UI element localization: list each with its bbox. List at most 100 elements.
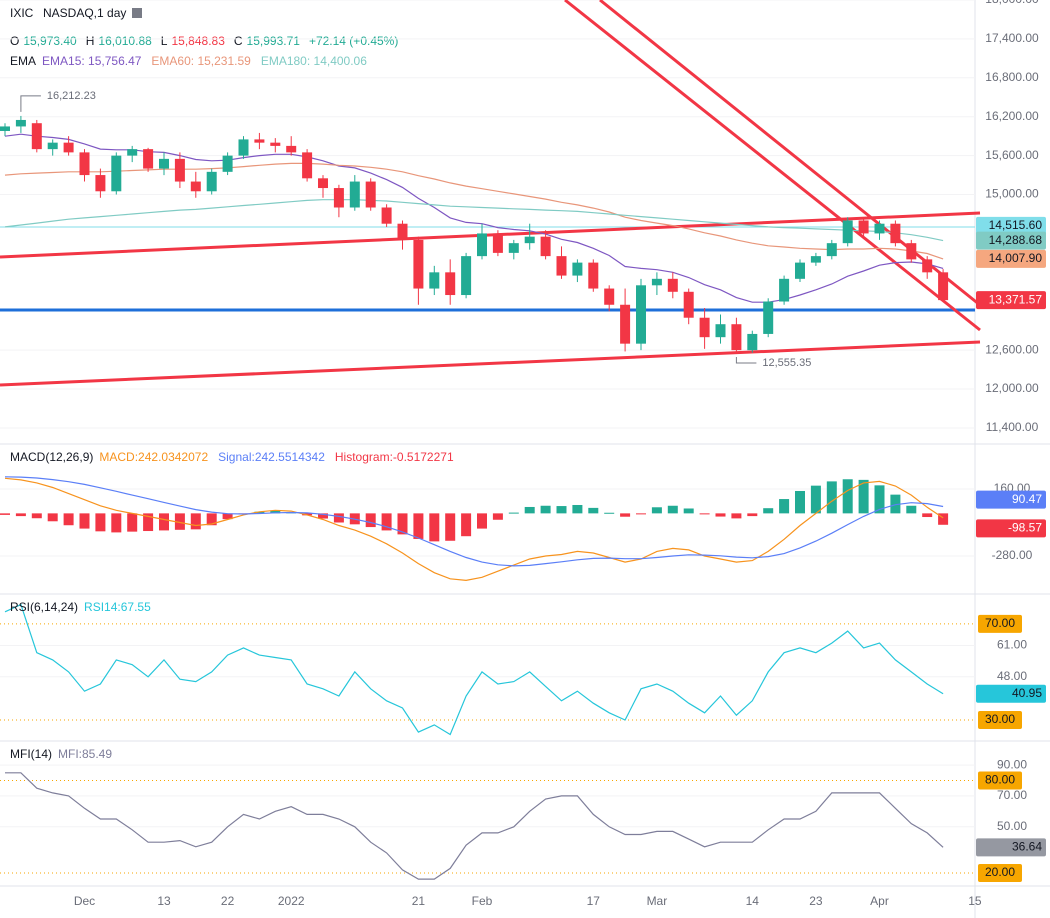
legend-title: EMA (10, 54, 36, 68)
candle-body (683, 291, 694, 318)
legend-title: RSI(6,14,24) (10, 600, 78, 614)
y-tick-label: 12,000.00 (985, 381, 1039, 395)
candle-body (413, 239, 424, 289)
y-tick-label: 15,600.00 (985, 148, 1039, 162)
histogram-bar (365, 513, 376, 528)
ohlc-key: O (10, 34, 19, 48)
histogram-bar (445, 513, 456, 541)
price-label-bg (976, 490, 1046, 509)
histogram-bar (63, 513, 74, 526)
price-label-bg (976, 291, 1046, 310)
y-tick-label: 16,800.00 (985, 70, 1039, 84)
ohlc-key: L (161, 34, 168, 48)
candle-body (667, 278, 678, 292)
y-tick-label: 18,000.00 (985, 0, 1039, 6)
y-tick-label: 17,400.00 (985, 31, 1039, 45)
histogram-bar (174, 513, 185, 530)
candle-body (842, 220, 853, 244)
histogram-bar (333, 513, 344, 523)
histogram-bar (699, 513, 710, 515)
y-tick-label: 50.00 (997, 819, 1027, 833)
candle-body (127, 149, 138, 156)
candle-body (159, 158, 169, 169)
histogram-bar (747, 513, 758, 517)
histogram-bar (47, 513, 58, 522)
candle-body (238, 139, 249, 156)
candle-body (906, 243, 917, 260)
x-tick-label: 15 (968, 894, 982, 908)
candle-body (477, 233, 487, 257)
histogram-bar (620, 513, 631, 517)
histogram-bar (222, 513, 233, 520)
histogram-bar (190, 513, 201, 530)
candle-body (890, 223, 901, 244)
legend-entry: Histogram:-0.5172271 (335, 450, 454, 464)
candle-body (445, 272, 456, 296)
trend-line (0, 211, 981, 259)
histogram-bar (842, 479, 853, 514)
x-tick-label: Feb (472, 894, 493, 908)
candle-body (779, 278, 790, 302)
histogram-bar (79, 513, 90, 529)
candle-body (0, 126, 10, 131)
candle-body (763, 301, 774, 334)
histogram-bar (143, 513, 154, 532)
legend-entry: MACD:242.0342072 (99, 450, 208, 464)
candle-body (222, 155, 233, 172)
histogram-bar (540, 505, 551, 514)
candle-body (318, 178, 328, 189)
histogram-bar (572, 504, 583, 514)
candle-body (572, 262, 583, 276)
x-tick-label: 17 (587, 894, 601, 908)
price-label-bg (976, 838, 1046, 857)
histogram-bar (906, 505, 917, 514)
ohlc-value: 15,973.40 (23, 34, 77, 48)
candle-body (31, 123, 42, 150)
annotation: 16,212.23 (47, 90, 96, 102)
candle-body (333, 188, 344, 208)
histogram-bar (683, 508, 694, 514)
legend-title: MFI(14) (10, 747, 52, 761)
histogram-bar (604, 512, 615, 514)
histogram-bar (890, 494, 901, 514)
legend-entry: EMA180: 14,400.06 (261, 54, 367, 68)
candle-body (826, 243, 837, 257)
y-tick-label: 30.00 (985, 712, 1015, 726)
candle-body (715, 324, 726, 338)
y-tick-label: 70.00 (997, 788, 1027, 802)
candle-body (63, 142, 74, 153)
candle-body (795, 262, 805, 279)
candle-body (620, 304, 631, 344)
x-tick-label: Dec (74, 894, 95, 908)
candle-body (47, 142, 58, 150)
histogram-bar (397, 513, 408, 535)
histogram-bar (667, 505, 678, 514)
x-tick-label: 21 (412, 894, 426, 908)
icon[interactable] (132, 8, 142, 18)
candle-body (699, 317, 710, 338)
price-label: 40.95 (1012, 686, 1042, 700)
annotation: 12,555.35 (762, 357, 811, 369)
histogram-bar (159, 513, 169, 531)
legend-entry: EMA60: 15,231.59 (151, 54, 251, 68)
price-label: 13,371.57 (989, 292, 1043, 306)
histogram-bar (111, 513, 122, 533)
candle-body (302, 152, 313, 179)
price-label-bg (976, 216, 1046, 235)
tick-label-bg (978, 863, 1022, 882)
price-label: 36.64 (1012, 840, 1042, 854)
histogram-bar (254, 511, 265, 514)
y-tick-label: 11,400.00 (986, 420, 1039, 434)
tick-label-bg (978, 614, 1022, 633)
legend-entry: EMA15: 15,756.47 (42, 54, 142, 68)
histogram-bar (461, 513, 472, 537)
histogram-bar (127, 513, 138, 532)
candle-body (604, 288, 615, 305)
y-tick-label: 90.00 (997, 757, 1027, 771)
indicator-line (4, 199, 944, 242)
histogram-bar (0, 513, 10, 515)
x-tick-label: Mar (647, 894, 668, 908)
drawings (0, 0, 981, 387)
candle-body (190, 181, 201, 192)
histogram-bar (779, 499, 790, 514)
